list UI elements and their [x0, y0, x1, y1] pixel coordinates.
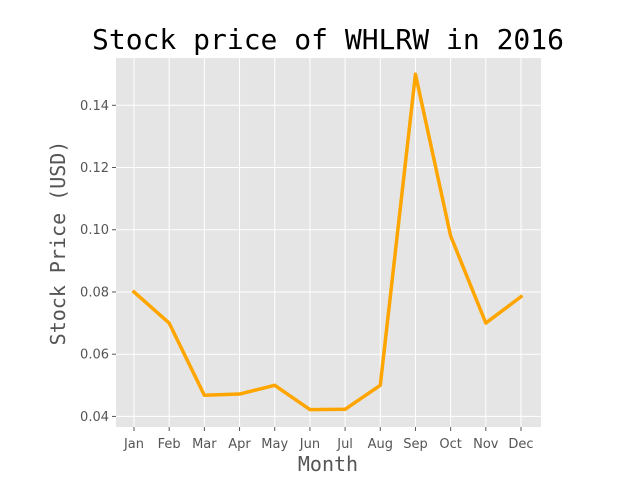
x-tick-label: Nov [473, 437, 499, 452]
x-tick-label: Jun [299, 437, 320, 452]
x-tick-label: Apr [228, 437, 251, 452]
x-tick-label: Jan [123, 437, 144, 452]
x-tick-label: Sep [403, 437, 428, 452]
x-tick-label: Jul [336, 437, 353, 452]
x-tick-label: Oct [439, 437, 461, 452]
y-axis-label: Stock Price (USD) [46, 141, 70, 346]
y-tick-label: 0.06 [80, 348, 109, 363]
x-axis-ticks: Jan Feb Mar Apr May Jun Jul Aug Sep Oct Nov Dec [123, 427, 534, 452]
x-axis-label: Month [298, 452, 358, 476]
y-tick-label: 0.08 [80, 285, 109, 300]
x-tick-label: May [261, 437, 288, 452]
plot-area [116, 58, 541, 427]
y-tick-label: 0.10 [80, 223, 109, 238]
x-tick-label: Feb [158, 437, 181, 452]
y-tick-label: 0.12 [80, 161, 109, 176]
y-axis-ticks: 0.04 0.06 0.08 0.10 0.12 0.14 [80, 99, 116, 425]
x-tick-label: Dec [508, 437, 533, 452]
x-tick-label: Aug [368, 437, 393, 452]
y-tick-label: 0.14 [80, 99, 109, 114]
y-tick-label: 0.04 [80, 410, 109, 425]
x-tick-label: Mar [192, 437, 217, 452]
chart-title: Stock price of WHLRW in 2016 [92, 23, 564, 56]
